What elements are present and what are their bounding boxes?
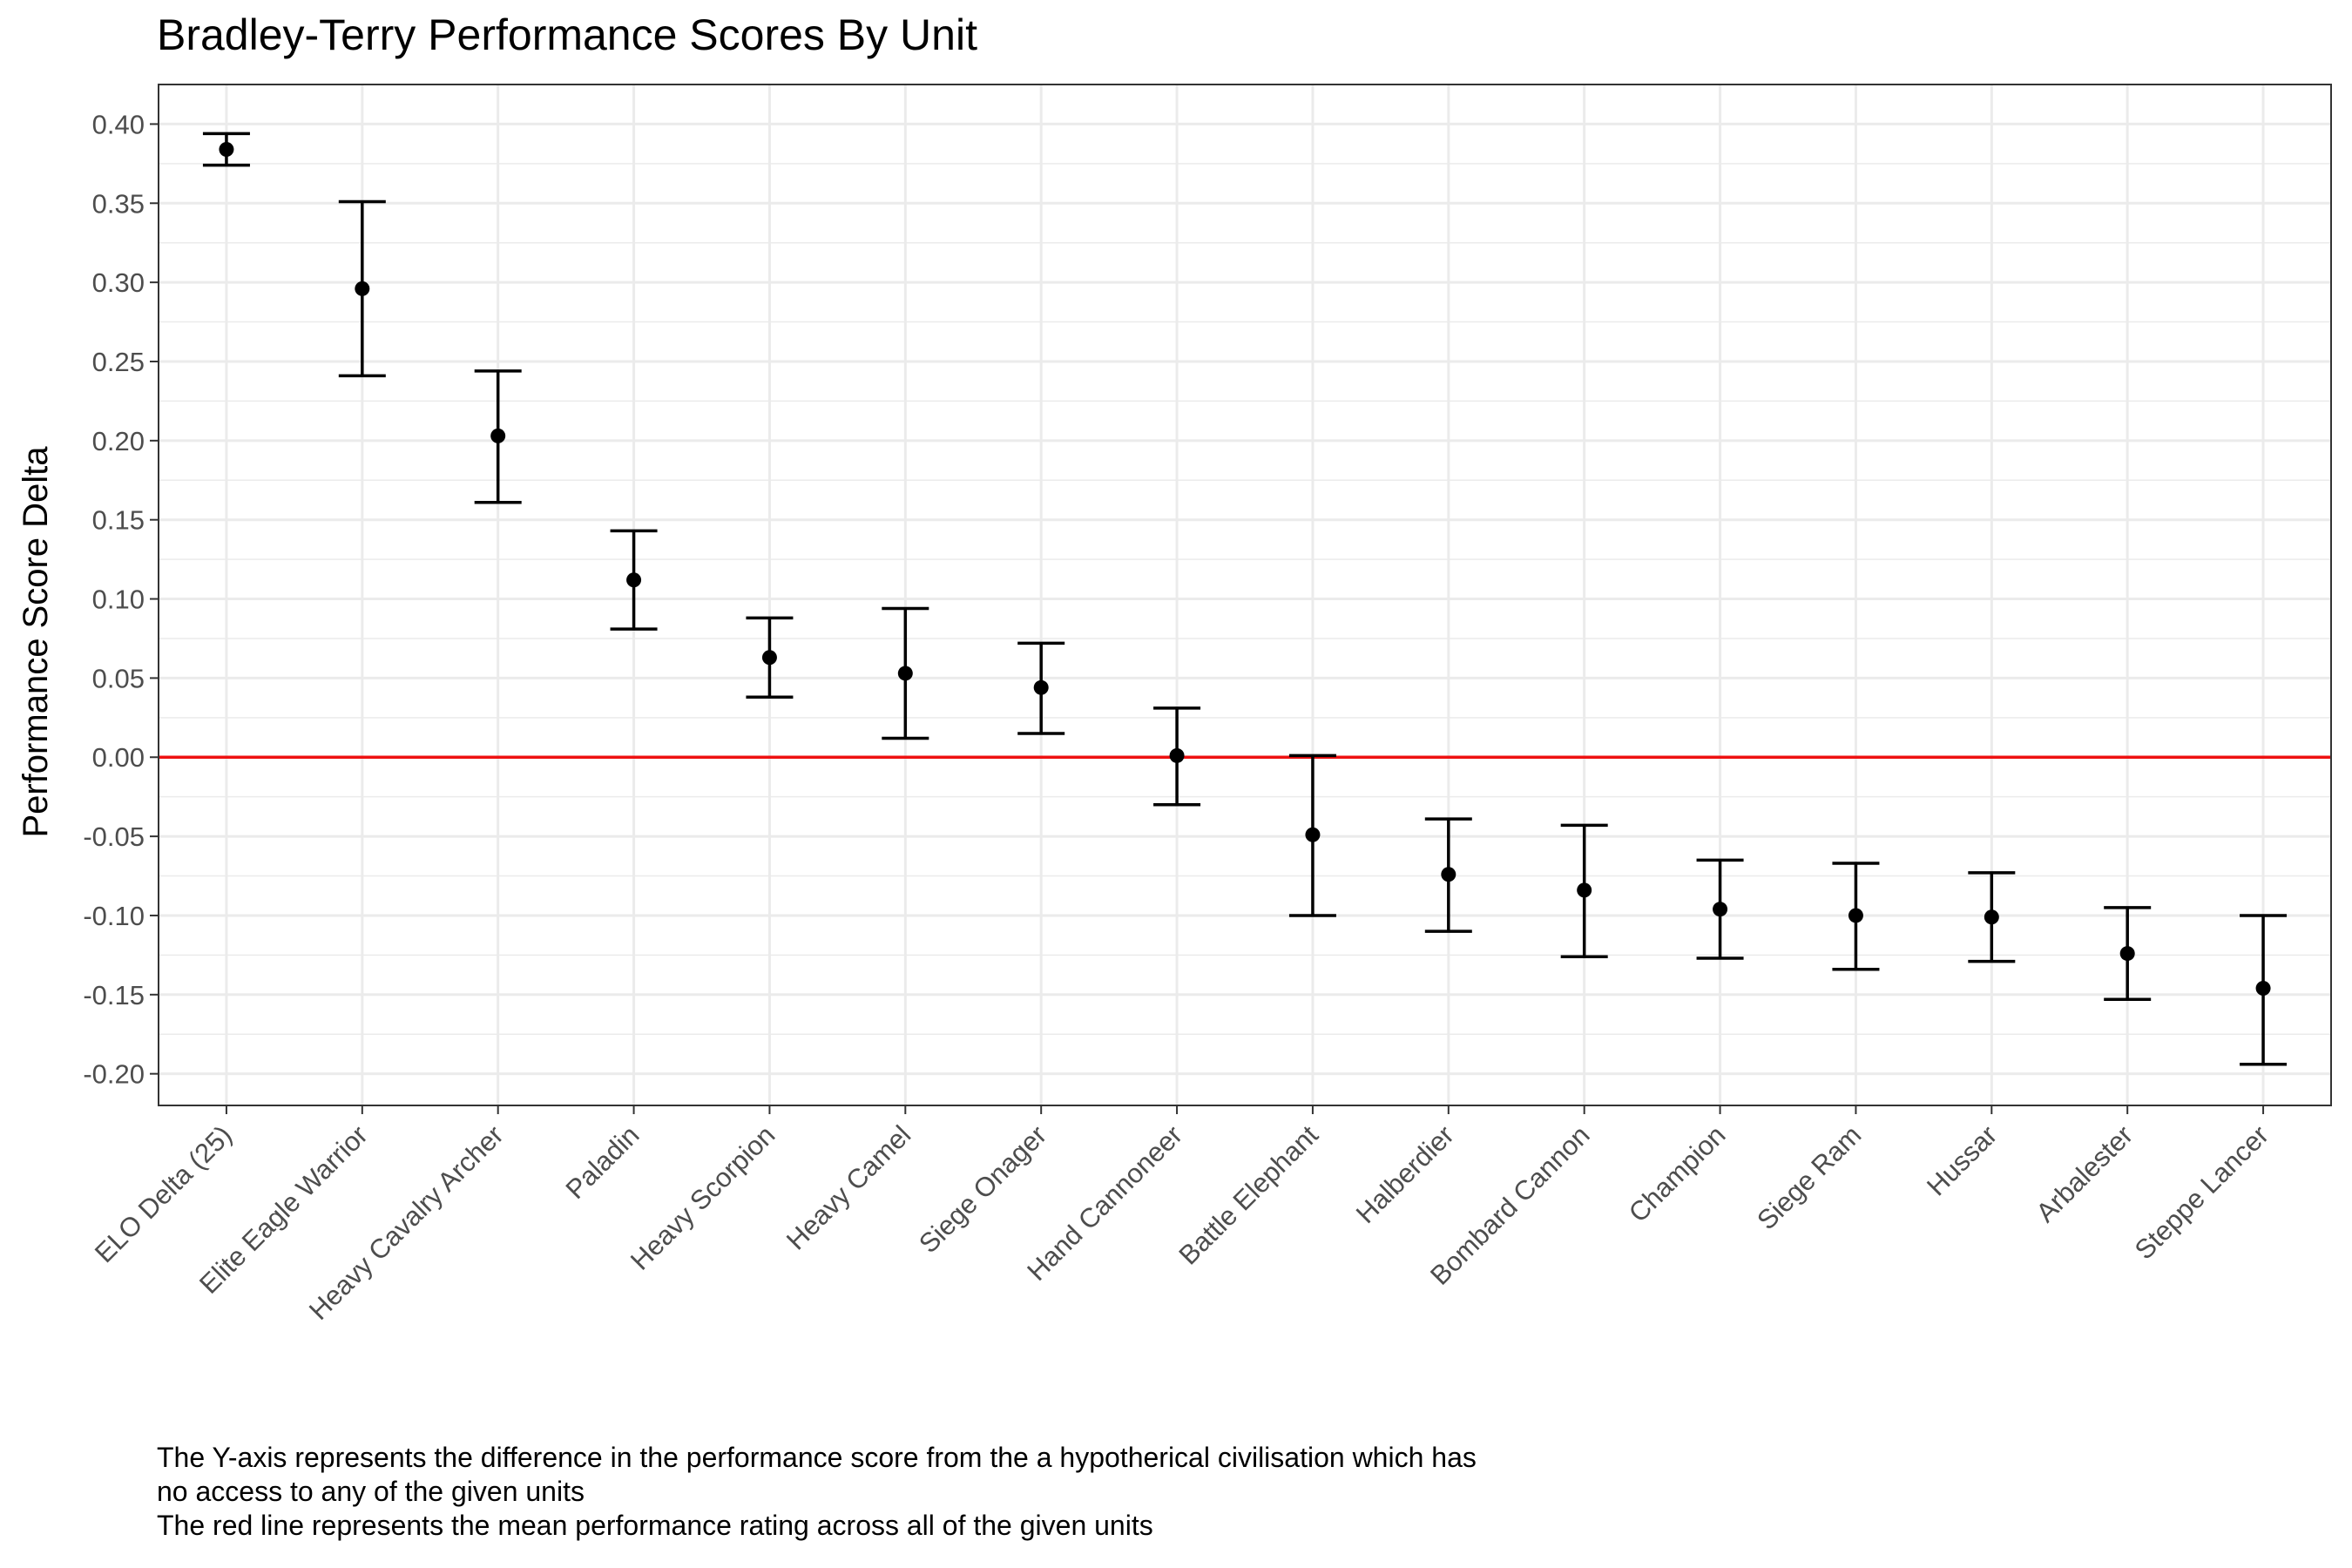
x-tick-label: Arbalester — [2030, 1119, 2139, 1228]
data-point — [1984, 909, 1999, 925]
y-tick-label: 0.20 — [92, 426, 145, 456]
y-axis-title: Performance Score Delta — [17, 446, 55, 838]
x-tick-label: Hussar — [1921, 1119, 2003, 1201]
data-point — [897, 666, 913, 681]
error-bar-point — [1288, 754, 1336, 917]
data-point — [1305, 827, 1321, 842]
error-bar-point — [1560, 823, 1608, 958]
data-point — [219, 141, 234, 157]
y-tick-label: -0.20 — [83, 1059, 145, 1090]
x-tick-label: Heavy Scorpion — [625, 1119, 781, 1275]
y-tick-label: -0.10 — [83, 901, 145, 931]
error-bar-point — [1153, 706, 1201, 807]
caption: The Y-axis represents the difference in … — [157, 1441, 1477, 1543]
caption-line-1: The Y-axis represents the difference in … — [157, 1442, 1477, 1473]
x-tick-label: Champion — [1623, 1119, 1732, 1228]
y-axis: 0.40 0.35 0.30 0.25 0.20 0.15 0.10 0.05 0.00 -0.0… — [83, 109, 159, 1090]
error-bar-point — [1832, 862, 1880, 971]
y-tick-label: 0.35 — [92, 188, 145, 219]
data-point — [490, 428, 506, 443]
marks-layer — [202, 132, 2288, 1066]
error-bar-point — [1424, 817, 1472, 933]
error-bar-point — [882, 606, 929, 740]
y-tick-label: 0.15 — [92, 505, 145, 536]
data-point — [1441, 867, 1456, 882]
x-tick-label: Halberdier — [1350, 1119, 1460, 1229]
data-point — [1169, 747, 1185, 763]
error-bar-point — [338, 199, 386, 378]
panel-background — [159, 84, 2331, 1105]
x-tick-label: Paladin — [560, 1119, 645, 1205]
x-tick-label: Siege Onager — [913, 1119, 1052, 1259]
error-bar-point — [2104, 906, 2152, 1002]
data-point — [626, 572, 642, 588]
y-tick-label: -0.15 — [83, 980, 145, 1010]
x-tick-label: Heavy Camel — [781, 1119, 916, 1255]
y-tick-label: 0.25 — [92, 347, 145, 377]
error-bar-point — [1968, 871, 2016, 963]
panel-border — [158, 84, 2332, 1106]
chart-title: Bradley-Terry Performance Scores By Unit — [157, 10, 977, 59]
error-bar-point — [474, 369, 522, 504]
x-tick-label: ELO Delta (25) — [89, 1119, 238, 1268]
y-tick-label: 0.40 — [92, 109, 145, 139]
error-bar-point — [610, 529, 658, 631]
error-bar-point — [2240, 914, 2288, 1066]
data-point — [355, 280, 370, 296]
error-bar-point — [202, 132, 250, 167]
error-bar-point — [1696, 858, 1744, 960]
caption-line-2: no access to any of the given units — [157, 1476, 585, 1507]
y-tick-label: 0.10 — [92, 585, 145, 615]
y-tick-label: 0.00 — [92, 742, 145, 773]
y-tick-label: -0.05 — [83, 821, 145, 852]
x-tick-label: Battle Elephant — [1173, 1119, 1324, 1271]
grid-layer — [159, 84, 2331, 1105]
error-bar-point — [1017, 641, 1065, 735]
data-point — [1848, 908, 1863, 923]
caption-line-3: The red line represents the mean perform… — [157, 1510, 1153, 1541]
x-tick-label: Steppe Lancer — [2129, 1119, 2274, 1265]
data-point — [761, 650, 777, 666]
data-point — [1713, 902, 1728, 917]
data-point — [1033, 679, 1049, 695]
y-tick-label: 0.30 — [92, 267, 145, 298]
data-point — [2119, 946, 2135, 962]
x-tick-label: Siege Ram — [1751, 1119, 1867, 1235]
data-point — [1577, 882, 1592, 898]
data-point — [2255, 981, 2271, 997]
error-bar-point — [746, 616, 794, 699]
y-tick-label: 0.05 — [92, 663, 145, 693]
